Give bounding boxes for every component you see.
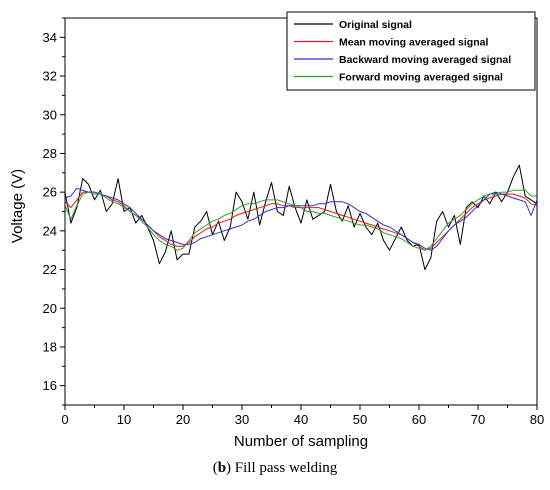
legend: Original signal Mean moving averaged sign… [286,11,536,91]
caption-label: b [217,460,227,476]
x-tick-label: 60 [412,412,426,427]
legend-label-1: Original signal [339,19,412,31]
x-tick-label: 80 [530,412,544,427]
caption-text: ) Fill pass welding [226,460,338,476]
legend-label-2: Mean moving averaged signal [339,37,488,49]
y-tick-label: 18 [43,339,57,354]
series-layer [64,164,538,271]
y-tick-label: 32 [43,69,57,84]
y-axis-title: Voltage (V) [9,169,26,243]
x-tick-label: 70 [471,412,485,427]
x-tick-label: 30 [235,412,249,427]
legend-label-3: Backward moving averaged signal [339,54,511,66]
y-tick-label: 24 [43,223,57,238]
y-tick-label: 34 [43,30,57,45]
y-tick-label: 20 [43,301,57,316]
axes-layer: 0 10 20 30 40 50 60 70 80 16 18 20 22 24 26 28 30 32 34 [43,17,544,427]
x-tick-label: 0 [61,412,68,427]
x-axis-title: Number of sampling [234,433,368,450]
y-tick-label: 16 [43,378,57,393]
x-tick-label: 10 [117,412,131,427]
x-tick-label: 50 [353,412,367,427]
y-tick-label: 28 [43,146,57,161]
series-line-4 [64,189,537,251]
y-tick-label: 26 [43,185,57,200]
line-chart: 0 10 20 30 40 50 60 70 80 16 18 20 22 24 26 28 30 32 34 Or… [9,11,544,450]
y-tick-label: 30 [43,107,57,122]
y-tick-label: 22 [43,262,57,277]
legend-label-4: Forward moving averaged signal [339,72,503,84]
series-line-1 [64,164,538,271]
x-tick-label: 20 [176,412,190,427]
series-line-3 [64,187,538,251]
figure-caption: (b) Fill pass welding [212,460,338,476]
x-tick-label: 40 [294,412,308,427]
